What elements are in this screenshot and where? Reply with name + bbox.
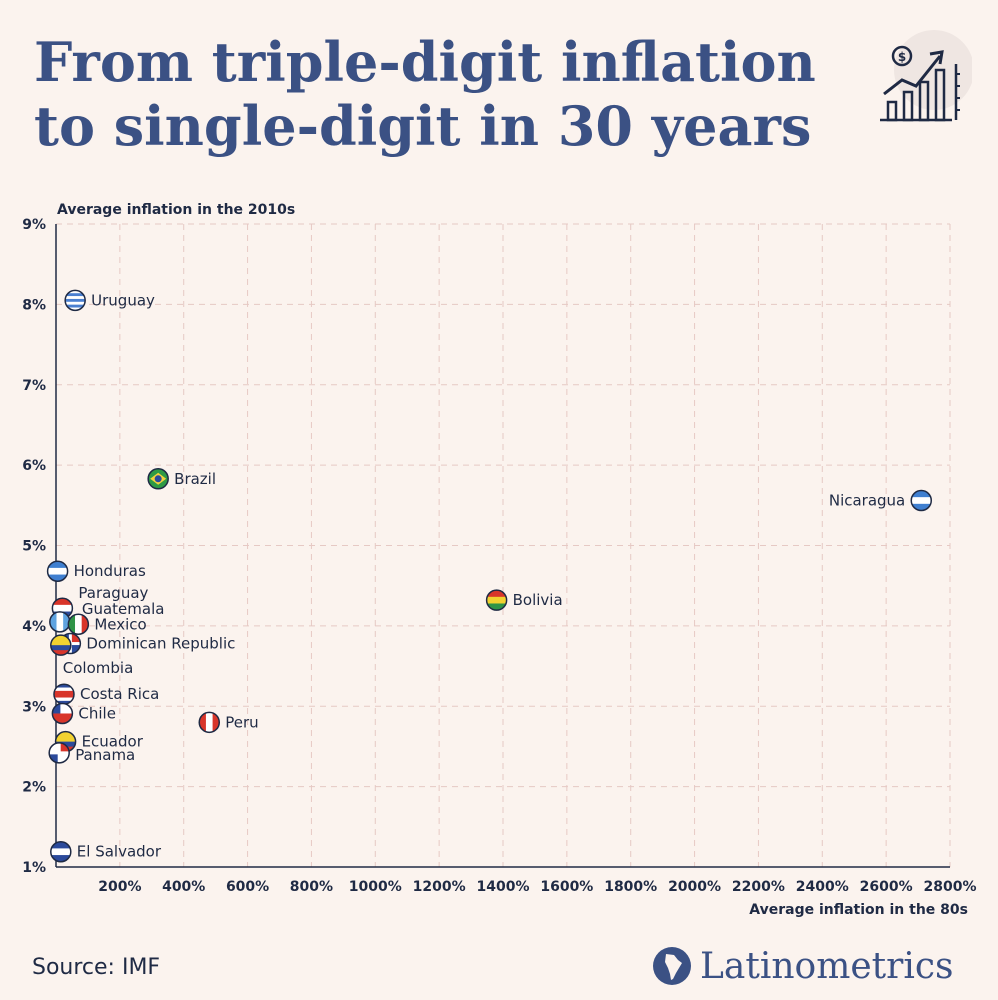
x-tick-label: 2400% xyxy=(796,879,849,895)
title-line-2: to single-digit in 30 years xyxy=(34,94,812,158)
data-point-peru[interactable]: Peru xyxy=(198,711,259,734)
x-tick-label: 2800% xyxy=(924,879,977,895)
bolivia-flag-icon xyxy=(486,590,507,611)
y-tick-label: 2% xyxy=(22,780,46,796)
colombia-flag-icon xyxy=(50,635,71,656)
point-label: Dominican Republic xyxy=(86,635,235,653)
data-point-brazil[interactable]: Brazil xyxy=(147,468,216,490)
x-tick-label: 200% xyxy=(98,879,141,895)
y-tick-label: 8% xyxy=(22,297,46,313)
point-label: Uruguay xyxy=(91,291,155,309)
point-label: Brazil xyxy=(174,470,216,488)
peru-flag-icon xyxy=(199,712,220,733)
data-point-dominican[interactable]: Dominican Republic xyxy=(59,632,235,655)
x-tick-label: 2000% xyxy=(668,879,721,895)
title-line-1: From triple-digit inflation xyxy=(34,30,816,94)
point-label: Ecuador xyxy=(82,733,144,751)
point-label: Chile xyxy=(78,704,116,722)
x-axis-title: Average inflation in the 80s xyxy=(749,902,968,918)
data-point-mexico[interactable]: Mexico xyxy=(67,613,147,636)
y-tick-label: 4% xyxy=(22,619,46,635)
y-tick-label: 3% xyxy=(22,699,46,715)
data-point-costarica[interactable]: Costa Rica xyxy=(53,683,159,705)
data-point-panama[interactable]: Panama xyxy=(48,742,135,764)
x-tick-label: 2200% xyxy=(732,879,785,895)
point-label: Costa Rica xyxy=(80,685,159,703)
point-label: Paraguay xyxy=(78,584,148,602)
x-tick-label: 1800% xyxy=(604,879,657,895)
point-label: Honduras xyxy=(74,562,146,580)
y-tick-label: 5% xyxy=(22,539,46,555)
point-label: Mexico xyxy=(94,615,146,633)
point-label: Nicaragua xyxy=(829,491,905,509)
y-tick-label: 7% xyxy=(22,378,46,394)
data-point-nicaragua[interactable]: Nicaragua xyxy=(829,489,933,512)
svg-text:$: $ xyxy=(898,50,906,64)
panama-flag-icon xyxy=(49,742,70,763)
brand-logo: Latinometrics xyxy=(652,940,953,992)
y-tick-label: 6% xyxy=(22,458,46,474)
guatemala-flag-icon xyxy=(49,611,70,632)
y-tick-label: 1% xyxy=(22,860,46,876)
x-tick-label: 1400% xyxy=(477,879,530,895)
nicaragua-flag-icon xyxy=(911,490,932,511)
x-tick-label: 800% xyxy=(290,879,333,895)
x-tick-label: 2600% xyxy=(860,879,913,895)
x-tick-label: 1200% xyxy=(413,879,466,895)
latin-america-map-icon xyxy=(653,947,691,985)
chile-flag-icon xyxy=(52,703,73,724)
point-label: Guatemala xyxy=(82,600,165,618)
data-point-honduras[interactable]: Honduras xyxy=(46,560,146,582)
data-point-colombia[interactable]: Colombia xyxy=(50,634,134,677)
page-title: From triple-digit inflation to single-di… xyxy=(34,30,854,158)
x-tick-label: 400% xyxy=(162,879,205,895)
point-label: El Salvador xyxy=(77,843,162,861)
x-tick-label: 1000% xyxy=(349,879,402,895)
source-note: Source: IMF xyxy=(32,955,161,980)
dollar-growth-chart-icon: $ xyxy=(872,30,974,130)
data-point-chile[interactable]: Chile xyxy=(51,702,116,725)
data-point-uruguay[interactable]: Uruguay xyxy=(64,289,155,312)
mexico-flag-icon xyxy=(68,614,89,635)
uruguay-flag-icon xyxy=(65,290,86,311)
brazil-flag-icon xyxy=(148,468,169,489)
point-label: Bolivia xyxy=(513,591,563,609)
data-point-bolivia[interactable]: Bolivia xyxy=(485,589,563,611)
x-tick-label: 600% xyxy=(226,879,269,895)
y-axis-title: Average inflation in the 2010s xyxy=(57,202,295,218)
point-label: Peru xyxy=(225,713,258,731)
data-point-guatemala[interactable]: Guatemala xyxy=(49,600,165,633)
honduras-flag-icon xyxy=(47,561,68,582)
elsalvador-flag-icon xyxy=(50,841,71,862)
x-tick-label: 1600% xyxy=(540,879,593,895)
point-label: Panama xyxy=(75,746,135,764)
point-label: Colombia xyxy=(63,659,134,677)
y-tick-label: 9% xyxy=(22,217,46,233)
brand-name: Latinometrics xyxy=(700,945,954,987)
data-point-elsalvador[interactable]: El Salvador xyxy=(50,840,162,863)
costarica-flag-icon xyxy=(53,684,74,705)
